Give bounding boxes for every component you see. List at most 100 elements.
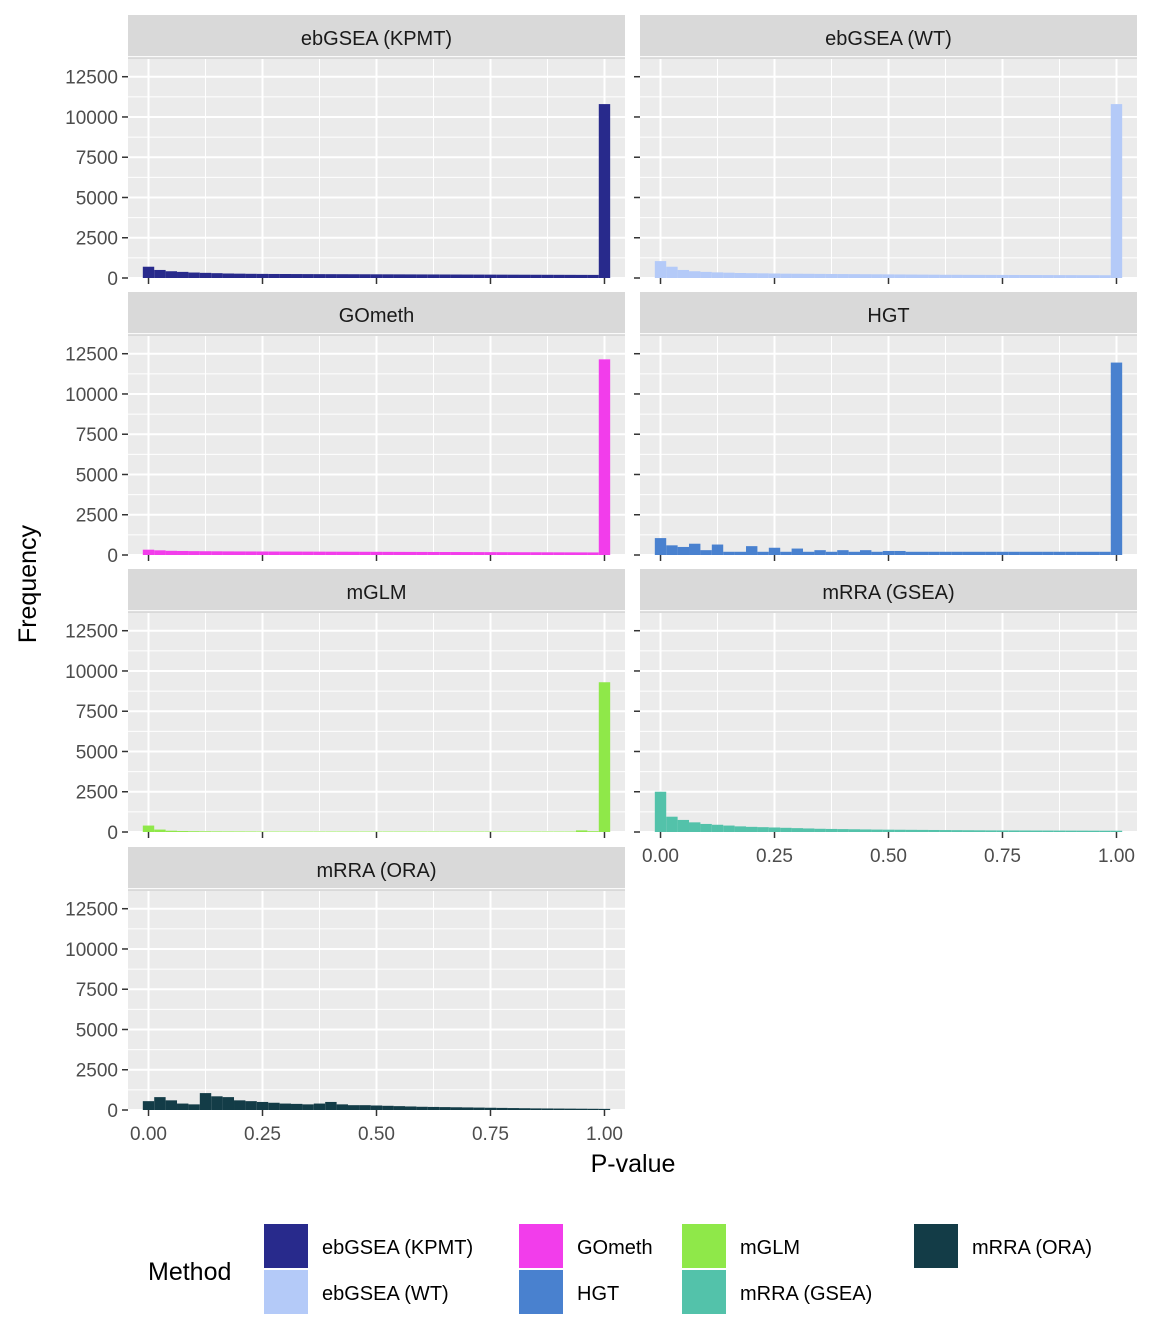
histogram-bar bbox=[541, 274, 554, 278]
histogram-bar bbox=[416, 1106, 428, 1110]
x-axis-title: P-value bbox=[591, 1150, 676, 1178]
histogram-bar bbox=[177, 550, 189, 555]
histogram-bar bbox=[348, 274, 360, 278]
histogram-bar bbox=[575, 1108, 588, 1110]
histogram-bar bbox=[837, 550, 849, 555]
histogram-bar bbox=[598, 1108, 611, 1110]
histogram-bar bbox=[382, 1105, 394, 1110]
y-tick-label: 10000 bbox=[65, 108, 118, 129]
x-tick-label: 0.75 bbox=[472, 1124, 509, 1145]
facet-panel: mGLM 0 2500 5000 7500 10000 12500 bbox=[65, 569, 625, 844]
facet-strip-label: ebGSEA (WT) bbox=[825, 28, 952, 50]
facet-strip-label: mRRA (ORA) bbox=[317, 860, 437, 882]
y-tick-label: 10000 bbox=[65, 940, 118, 961]
legend-label: GOmeth bbox=[577, 1237, 653, 1259]
histogram-bar bbox=[393, 551, 405, 555]
histogram-bar bbox=[348, 1105, 360, 1110]
histogram-bar bbox=[404, 274, 417, 278]
histogram-bar bbox=[951, 830, 963, 832]
histogram-bar bbox=[268, 1102, 280, 1110]
histogram-bar bbox=[916, 551, 929, 555]
histogram-bar bbox=[234, 1100, 246, 1110]
y-tick-label: 7500 bbox=[76, 980, 118, 1001]
histogram-bar bbox=[894, 550, 906, 555]
histogram-bar bbox=[666, 266, 678, 278]
histogram-bar bbox=[496, 1107, 508, 1110]
histogram-bar bbox=[598, 359, 611, 555]
histogram-bar bbox=[427, 1106, 440, 1110]
histogram-bar bbox=[1030, 551, 1043, 555]
histogram-bar bbox=[1099, 275, 1111, 278]
facet-strip bbox=[128, 15, 625, 59]
legend-key bbox=[682, 1270, 726, 1314]
histogram-bar bbox=[461, 274, 474, 278]
facet-strip-label: mGLM bbox=[347, 582, 407, 604]
histogram-bar bbox=[757, 551, 769, 555]
histogram-bar bbox=[677, 546, 690, 555]
histogram-bar bbox=[313, 274, 326, 278]
histogram-bar bbox=[1076, 551, 1088, 555]
histogram-bar bbox=[734, 826, 747, 832]
histogram-bar bbox=[177, 271, 189, 278]
histogram-bar bbox=[188, 1104, 200, 1110]
histogram-bar bbox=[666, 545, 678, 555]
y-tick-label: 7500 bbox=[76, 702, 118, 723]
legend-key bbox=[264, 1270, 308, 1314]
legend-label: mGLM bbox=[740, 1237, 800, 1259]
histogram-bar bbox=[245, 1101, 257, 1110]
histogram-bar bbox=[1087, 830, 1100, 832]
histogram-bar bbox=[996, 274, 1009, 278]
histogram-bar bbox=[1076, 275, 1088, 278]
histogram-bar bbox=[291, 551, 303, 555]
histogram-bar bbox=[211, 831, 223, 832]
histogram-bar bbox=[654, 261, 667, 278]
legend-key bbox=[264, 1224, 308, 1268]
histogram-bar bbox=[564, 1108, 576, 1110]
histogram-bar bbox=[507, 552, 519, 555]
histogram-bar bbox=[268, 273, 280, 278]
legend-label: mRRA (ORA) bbox=[972, 1237, 1092, 1259]
histogram-bar bbox=[871, 829, 883, 832]
y-tick-label: 10000 bbox=[65, 385, 118, 406]
facet-panel: GOmeth 0 2500 5000 7500 10000 12500 bbox=[65, 292, 625, 567]
histogram-bar bbox=[393, 1106, 405, 1110]
y-tick-label: 0 bbox=[107, 1101, 118, 1122]
histogram-bar bbox=[734, 273, 747, 278]
histogram-bar bbox=[894, 829, 906, 832]
histogram-bar bbox=[666, 816, 678, 832]
facet-strip-label: ebGSEA (KPMT) bbox=[301, 28, 452, 50]
histogram-bar bbox=[359, 274, 371, 278]
histogram-bar bbox=[1099, 830, 1111, 832]
histogram-bar bbox=[928, 274, 940, 278]
histogram-bar bbox=[791, 828, 804, 832]
y-tick-label: 0 bbox=[107, 546, 118, 567]
histogram-bar bbox=[473, 274, 485, 278]
histogram-bar bbox=[587, 1108, 599, 1110]
histogram-bar bbox=[199, 551, 212, 555]
histogram-bar bbox=[1019, 830, 1031, 832]
histogram-bar bbox=[234, 551, 246, 555]
histogram-bar bbox=[222, 273, 235, 278]
histogram-bar bbox=[746, 826, 758, 832]
histogram-bar bbox=[1110, 104, 1123, 279]
histogram-bar bbox=[518, 274, 531, 278]
histogram-bar bbox=[711, 544, 724, 555]
y-tick-label: 12500 bbox=[65, 900, 118, 921]
histogram-bar bbox=[450, 274, 462, 278]
legend-label: HGT bbox=[577, 1283, 619, 1305]
legend-item: GOmeth bbox=[519, 1224, 653, 1268]
facet-strip bbox=[640, 15, 1137, 59]
histogram-bar bbox=[860, 550, 872, 555]
y-tick-label: 7500 bbox=[76, 148, 118, 169]
histogram-bar bbox=[985, 274, 997, 278]
histogram-bar bbox=[541, 552, 554, 555]
histogram-bar bbox=[268, 551, 280, 555]
histogram-bar bbox=[791, 548, 804, 555]
histogram-bar bbox=[154, 269, 166, 278]
histogram-bar bbox=[882, 829, 895, 832]
histogram-bar bbox=[211, 273, 223, 278]
histogram-bar bbox=[928, 829, 940, 832]
histogram-bar bbox=[973, 274, 986, 278]
histogram-bar bbox=[256, 1101, 269, 1110]
histogram-bar bbox=[496, 274, 508, 278]
